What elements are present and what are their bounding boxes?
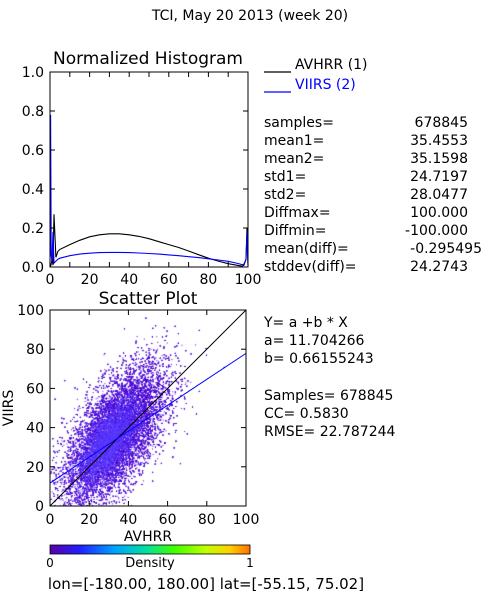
stat-value: -100.000 bbox=[405, 223, 468, 239]
scatter-x-tick-label: 100 bbox=[233, 512, 260, 528]
scatter-y-tick-label: 80 bbox=[26, 342, 44, 358]
colorbar-min: 0 bbox=[46, 556, 54, 570]
histogram-x-axis: 0 20 40 60 80 100 bbox=[46, 72, 262, 288]
scatter-x-tick-label: 60 bbox=[159, 512, 177, 528]
legend-label-viirs: VIIRS (2) bbox=[295, 77, 356, 93]
stat-label: mean(diff)= bbox=[264, 241, 349, 257]
histogram-x-tick-label: 80 bbox=[199, 272, 217, 288]
colorbar-label: Density bbox=[125, 556, 175, 571]
stat-value: 100.000 bbox=[410, 205, 468, 221]
scatter-x-tick-label: 20 bbox=[80, 512, 98, 528]
histogram-x-tick-label: 60 bbox=[160, 272, 178, 288]
fit-intercept: a= 11.704266 bbox=[264, 333, 365, 349]
scatter-x-tick-label: 0 bbox=[46, 512, 55, 528]
fit-equation: Y= a +b * X bbox=[263, 315, 348, 331]
stat-value: 35.4553 bbox=[410, 133, 468, 149]
stat-value: 24.2743 bbox=[410, 259, 468, 275]
scatter-reference-lines bbox=[49, 309, 247, 507]
stat-label: samples= bbox=[264, 115, 334, 131]
histogram-y-tick-label: 0.2 bbox=[22, 221, 44, 237]
histogram-series-viirs bbox=[49, 114, 249, 268]
scatter-y-tick-label: 100 bbox=[17, 303, 44, 319]
histogram-plot-area bbox=[49, 114, 249, 268]
scatter-cc: CC= 0.5830 bbox=[264, 406, 349, 422]
histogram-y-tick-label: 0.6 bbox=[22, 143, 44, 159]
scatter-y-tick-label: 20 bbox=[26, 460, 44, 476]
colorbar-max: 1 bbox=[246, 556, 254, 570]
scatter-rmse: RMSE= 22.787244 bbox=[264, 424, 396, 440]
histogram-stats: samples= 678845 mean1= 35.4553 mean2= 35… bbox=[264, 115, 482, 275]
stat-value: 24.7197 bbox=[410, 169, 468, 185]
scatter-samples: Samples= 678845 bbox=[264, 388, 393, 404]
histogram-legend: AVHRR (1) VIIRS (2) bbox=[264, 57, 368, 93]
stat-value: 678845 bbox=[415, 115, 468, 131]
stat-value: -0.295495 bbox=[410, 241, 482, 257]
stat-label: std2= bbox=[264, 187, 306, 203]
scatter-x-label: AVHRR bbox=[124, 529, 173, 545]
scatter-y-axis: 0 20 40 60 80 100 bbox=[17, 303, 246, 515]
scatter-frame bbox=[49, 309, 247, 507]
stat-value: 35.1598 bbox=[410, 151, 468, 167]
scatter-x-axis: 0 20 40 60 80 100 bbox=[46, 310, 260, 528]
scatter-title: Scatter Plot bbox=[99, 289, 198, 309]
stat-label: std1= bbox=[264, 169, 306, 185]
stat-label: Diffmax= bbox=[264, 205, 331, 221]
scatter-y-label: VIIRS bbox=[1, 390, 17, 427]
regression-line bbox=[49, 352, 247, 484]
fit-slope: b= 0.66155243 bbox=[264, 351, 374, 367]
scatter-fit-text: Y= a +b * X a= 11.704266 b= 0.66155243 S… bbox=[263, 315, 396, 440]
stat-label: Diffmin= bbox=[264, 223, 326, 239]
scatter-y-tick-label: 40 bbox=[26, 421, 44, 437]
histogram-y-tick-label: 0.0 bbox=[22, 260, 44, 276]
scatter-panel: Scatter Plot 0 20 40 60 80 100 0 20 40 60 80 100 A… bbox=[1, 289, 259, 545]
footer-range: lon=[-180.00, 180.00] lat=[-55.15, 75.02… bbox=[48, 575, 364, 593]
scatter-x-tick-label: 40 bbox=[119, 512, 137, 528]
stat-label: mean2= bbox=[264, 151, 324, 167]
histogram-x-tick-label: 20 bbox=[81, 272, 99, 288]
histogram-y-tick-label: 0.8 bbox=[22, 104, 44, 120]
one-to-one-line bbox=[49, 309, 247, 507]
histogram-frame bbox=[49, 71, 249, 268]
histogram-y-tick-label: 1.0 bbox=[22, 65, 44, 81]
histogram-x-tick-label: 100 bbox=[235, 272, 262, 288]
histogram-y-axis: 0.0 0.2 0.4 0.6 0.8 1.0 bbox=[22, 65, 248, 276]
stat-label: stddev(diff)= bbox=[264, 259, 357, 275]
histogram-series-avhrr bbox=[49, 214, 249, 268]
density-colorbar: Density 0 1 bbox=[46, 544, 254, 571]
stat-value: 28.0477 bbox=[410, 187, 468, 203]
scatter-y-tick-label: 0 bbox=[35, 499, 44, 515]
histogram-panel: Normalized Histogram 0 20 40 60 80 100 0.0 0.2… bbox=[22, 49, 262, 288]
histogram-title: Normalized Histogram bbox=[53, 49, 243, 69]
stat-label: mean1= bbox=[264, 133, 324, 149]
scatter-y-tick-label: 60 bbox=[26, 381, 44, 397]
colorbar-gradient bbox=[49, 544, 251, 555]
page-title: TCI, May 20 2013 (week 20) bbox=[151, 8, 348, 24]
legend-label-avhrr: AVHRR (1) bbox=[295, 57, 368, 73]
histogram-x-tick-label: 0 bbox=[46, 272, 55, 288]
histogram-x-tick-label: 40 bbox=[120, 272, 138, 288]
histogram-y-tick-label: 0.4 bbox=[22, 182, 44, 198]
scatter-x-tick-label: 80 bbox=[198, 512, 216, 528]
